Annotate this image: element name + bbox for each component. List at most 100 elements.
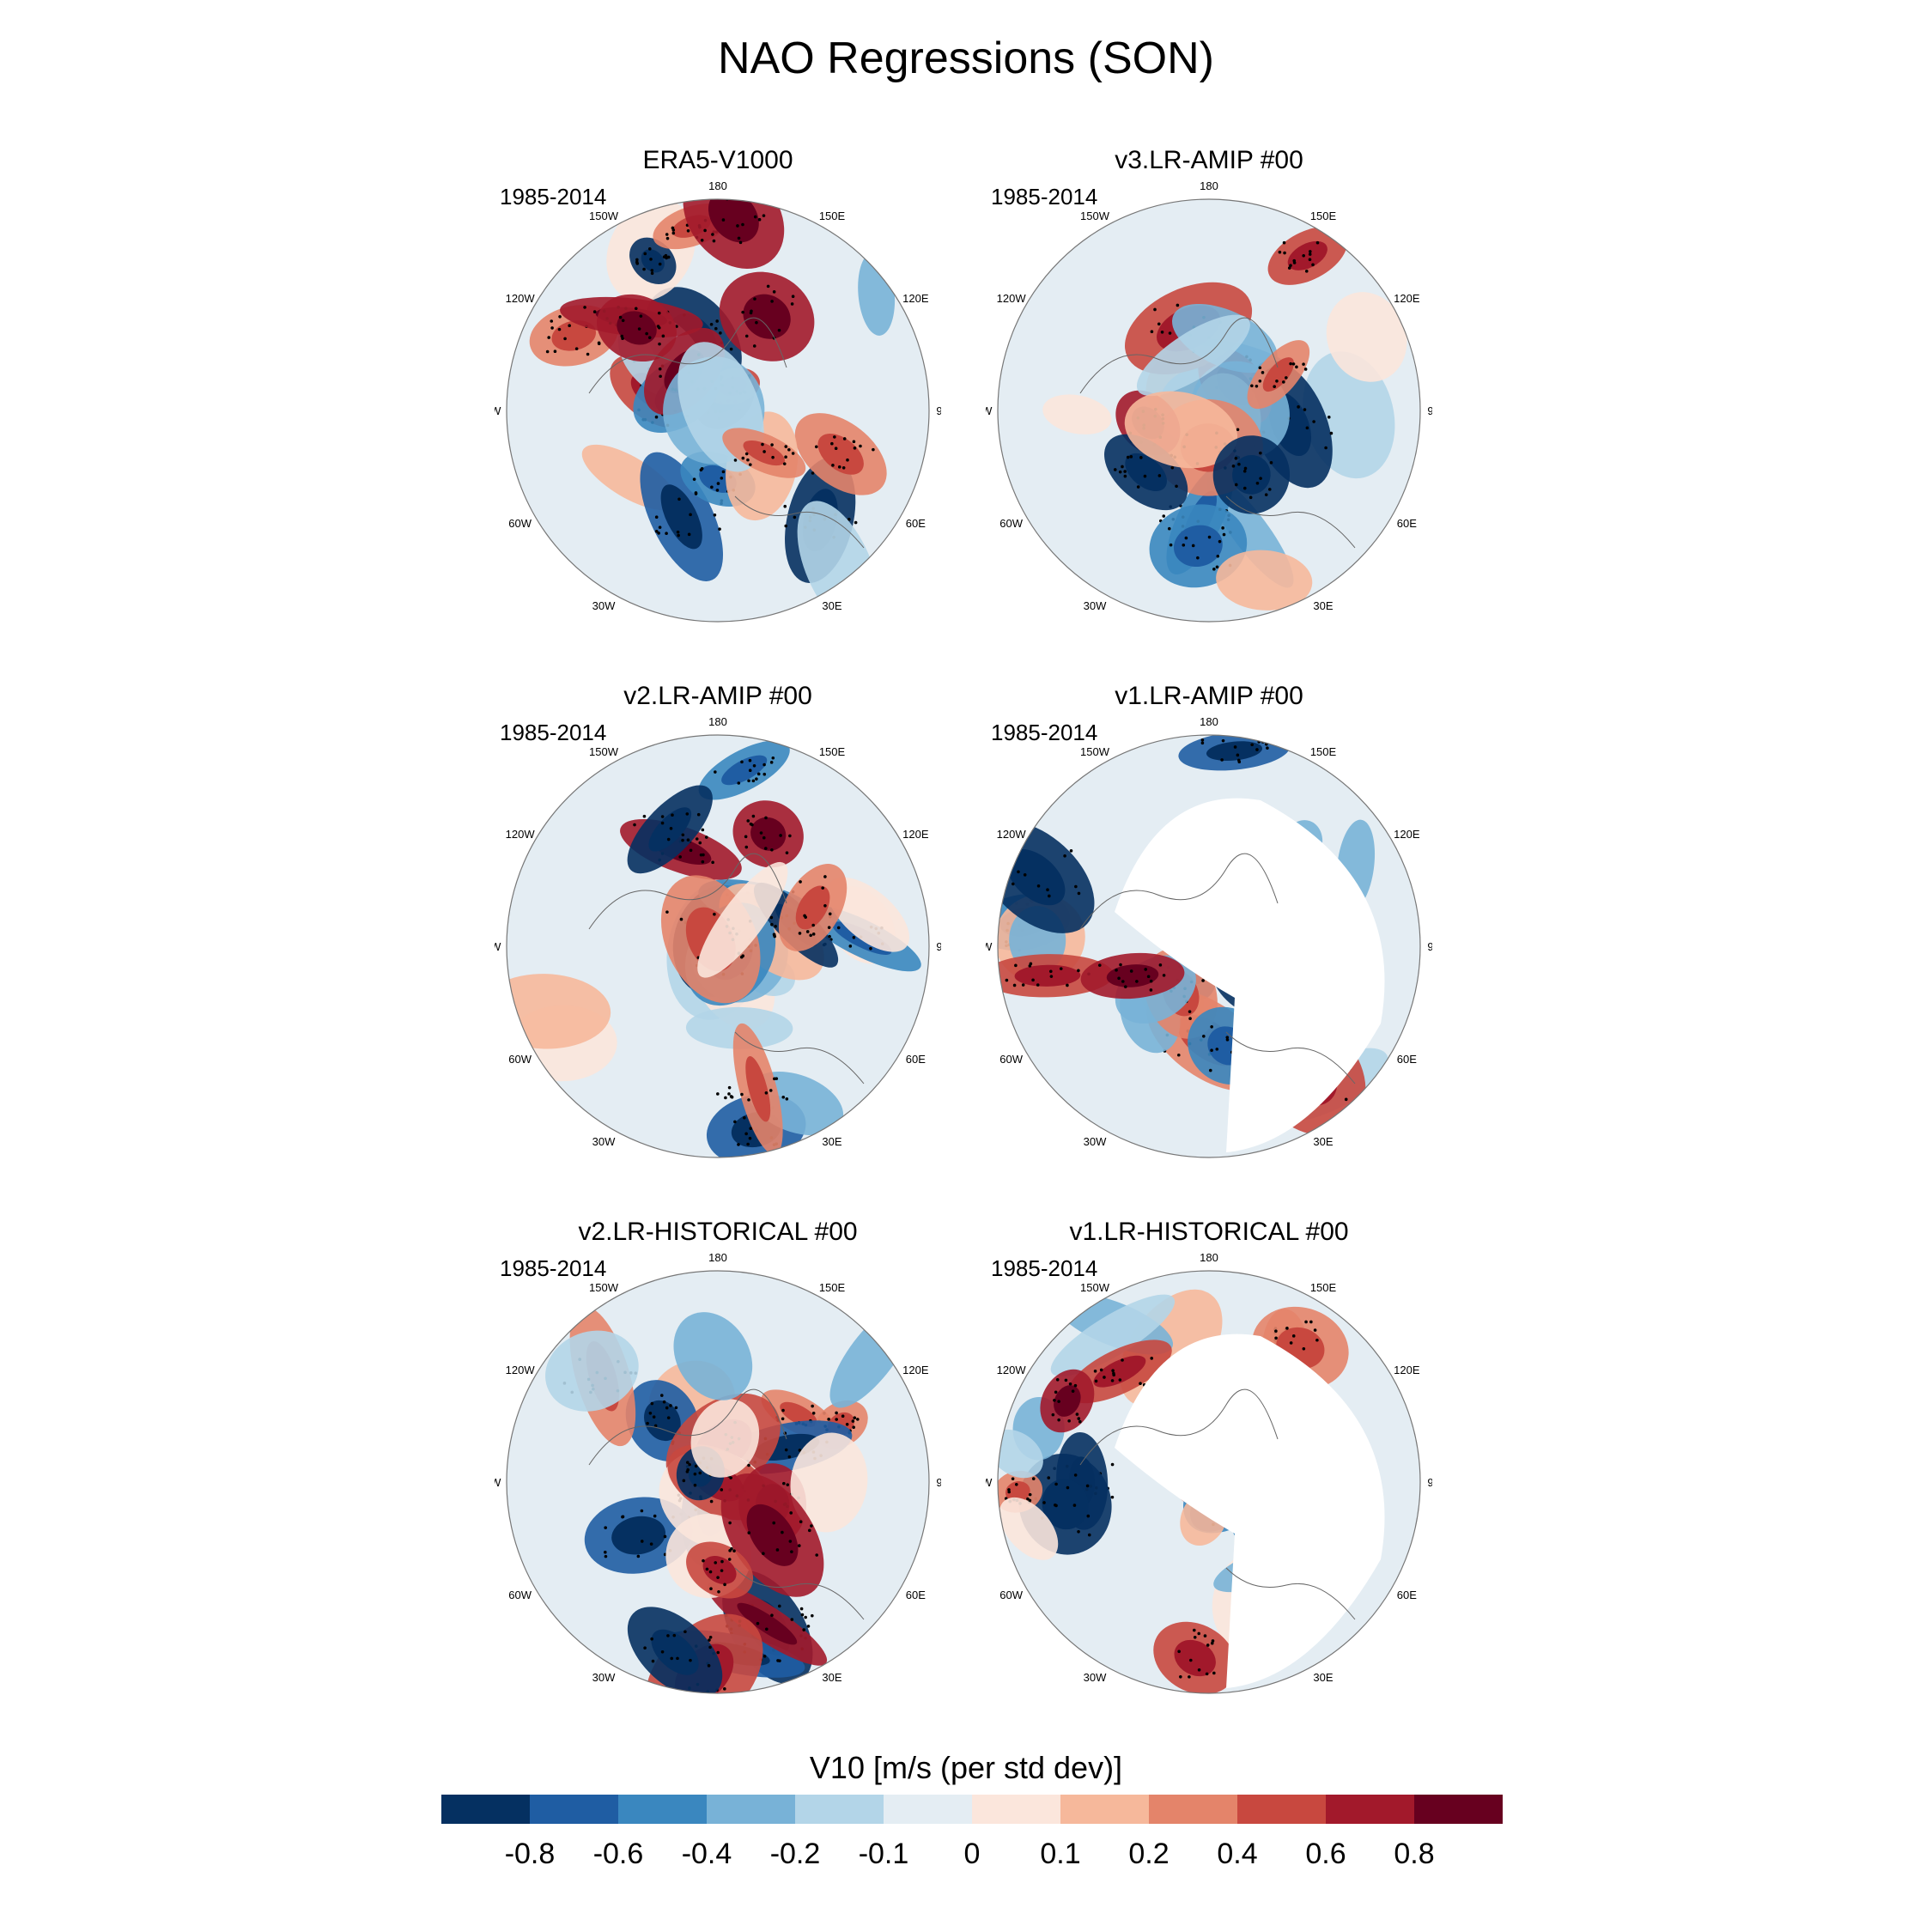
significance-dot — [694, 1464, 698, 1468]
significance-dot — [852, 935, 856, 939]
significance-dot — [663, 1534, 667, 1539]
significance-dot — [657, 532, 660, 535]
significance-dot — [831, 464, 835, 467]
significance-dot — [660, 1650, 665, 1654]
significance-dot — [752, 764, 756, 768]
significance-dot — [993, 896, 996, 900]
significance-dot — [1215, 565, 1219, 569]
significance-dot — [751, 779, 756, 783]
significance-dot — [1289, 1341, 1293, 1345]
significance-dot — [659, 374, 662, 379]
colorbar-tick: 0.4 — [1217, 1838, 1257, 1870]
significance-dot — [1192, 1628, 1196, 1632]
significance-dot — [809, 933, 812, 938]
significance-dot — [1072, 1504, 1077, 1507]
significance-dot — [798, 1449, 802, 1452]
map-boundary — [997, 198, 1421, 623]
significance-dot — [1304, 1320, 1308, 1324]
colorbar-tick: -0.8 — [505, 1838, 556, 1870]
significance-dot — [647, 336, 652, 339]
longitude-label: 30E — [1313, 599, 1333, 612]
panel-title: v1.LR-HISTORICAL #00 — [1069, 1218, 1349, 1246]
map-boundary — [997, 1270, 1421, 1694]
colorbar-tick: -0.1 — [859, 1838, 909, 1870]
significance-dot — [1237, 462, 1241, 466]
significance-dot — [635, 262, 640, 265]
significance-dot — [762, 1552, 765, 1556]
significance-dot — [1210, 1024, 1213, 1029]
significance-dot — [1210, 1641, 1214, 1645]
anomaly-core — [1042, 1479, 1089, 1530]
significance-dot — [762, 214, 766, 217]
significance-dot — [1215, 1048, 1219, 1051]
significance-dot — [650, 1637, 653, 1641]
significance-dot — [1302, 362, 1305, 366]
significance-dot — [678, 855, 682, 859]
significance-dot — [1136, 485, 1140, 489]
significance-dot — [764, 816, 768, 820]
significance-dot — [711, 233, 714, 236]
significance-dot — [1014, 963, 1018, 968]
significance-dot — [700, 466, 704, 471]
significance-dot — [1225, 1038, 1230, 1042]
colorbar-swatch — [1060, 1795, 1149, 1824]
significance-dot — [1123, 985, 1127, 988]
significance-dot — [746, 819, 750, 823]
significance-dot — [845, 1422, 849, 1426]
significance-dot — [1207, 535, 1212, 539]
significance-dot — [713, 513, 717, 517]
significance-dot — [728, 1549, 732, 1552]
significance-dot — [1007, 1490, 1011, 1494]
significance-dot — [854, 520, 858, 525]
significance-dot — [654, 415, 659, 419]
significance-dot — [759, 831, 763, 835]
significance-dot — [1179, 1674, 1182, 1679]
significance-dot — [708, 1645, 712, 1649]
anomaly-core — [745, 1056, 771, 1122]
significance-dot — [749, 822, 753, 826]
significance-dot — [702, 853, 705, 857]
significance-dot — [1067, 1419, 1071, 1423]
significance-dot — [785, 851, 789, 854]
anomaly-core — [651, 1629, 699, 1675]
significance-dot — [762, 835, 766, 840]
significance-dot — [1129, 455, 1133, 459]
anomaly-blob — [1050, 1294, 1176, 1376]
significance-dot — [1236, 758, 1241, 762]
significance-dot — [1295, 365, 1298, 369]
significance-dot — [755, 320, 758, 325]
significance-dot — [666, 255, 671, 259]
significance-dot — [1177, 1649, 1181, 1654]
significance-dot — [1329, 431, 1334, 435]
significance-dot — [1250, 743, 1254, 747]
significance-dot — [723, 1687, 726, 1691]
significance-dot — [693, 1472, 697, 1476]
significance-dot — [1110, 1462, 1115, 1467]
significance-dot — [698, 841, 702, 845]
significance-dot — [786, 1483, 790, 1486]
significance-dot — [1285, 376, 1288, 380]
coastline — [734, 1031, 865, 1084]
significance-dot — [769, 761, 774, 764]
significance-dot — [557, 327, 562, 331]
significance-dot — [1175, 484, 1178, 489]
significance-dot — [635, 258, 639, 262]
significance-dot — [692, 477, 696, 481]
significance-dot — [648, 1412, 653, 1415]
longitude-label: 30W — [592, 1135, 616, 1148]
significance-dot — [992, 878, 995, 882]
significance-dot — [1074, 884, 1078, 889]
longitude-label: 90E — [936, 940, 941, 953]
longitude-label: 60E — [906, 1589, 926, 1601]
significance-dot — [1021, 983, 1025, 987]
significance-dot — [837, 465, 841, 469]
significance-dot — [811, 933, 816, 936]
significance-dot — [1086, 1514, 1091, 1518]
significance-dot — [705, 1567, 709, 1571]
significance-dot — [781, 1095, 786, 1099]
significance-dot — [720, 477, 724, 480]
significance-dot — [658, 367, 662, 371]
significance-dot — [1054, 1482, 1058, 1486]
significance-dot — [1242, 469, 1247, 473]
map-panel: v2.LR-AMIP #00 1985-2014 180 150E 120E 90E 60E… — [495, 682, 941, 1163]
